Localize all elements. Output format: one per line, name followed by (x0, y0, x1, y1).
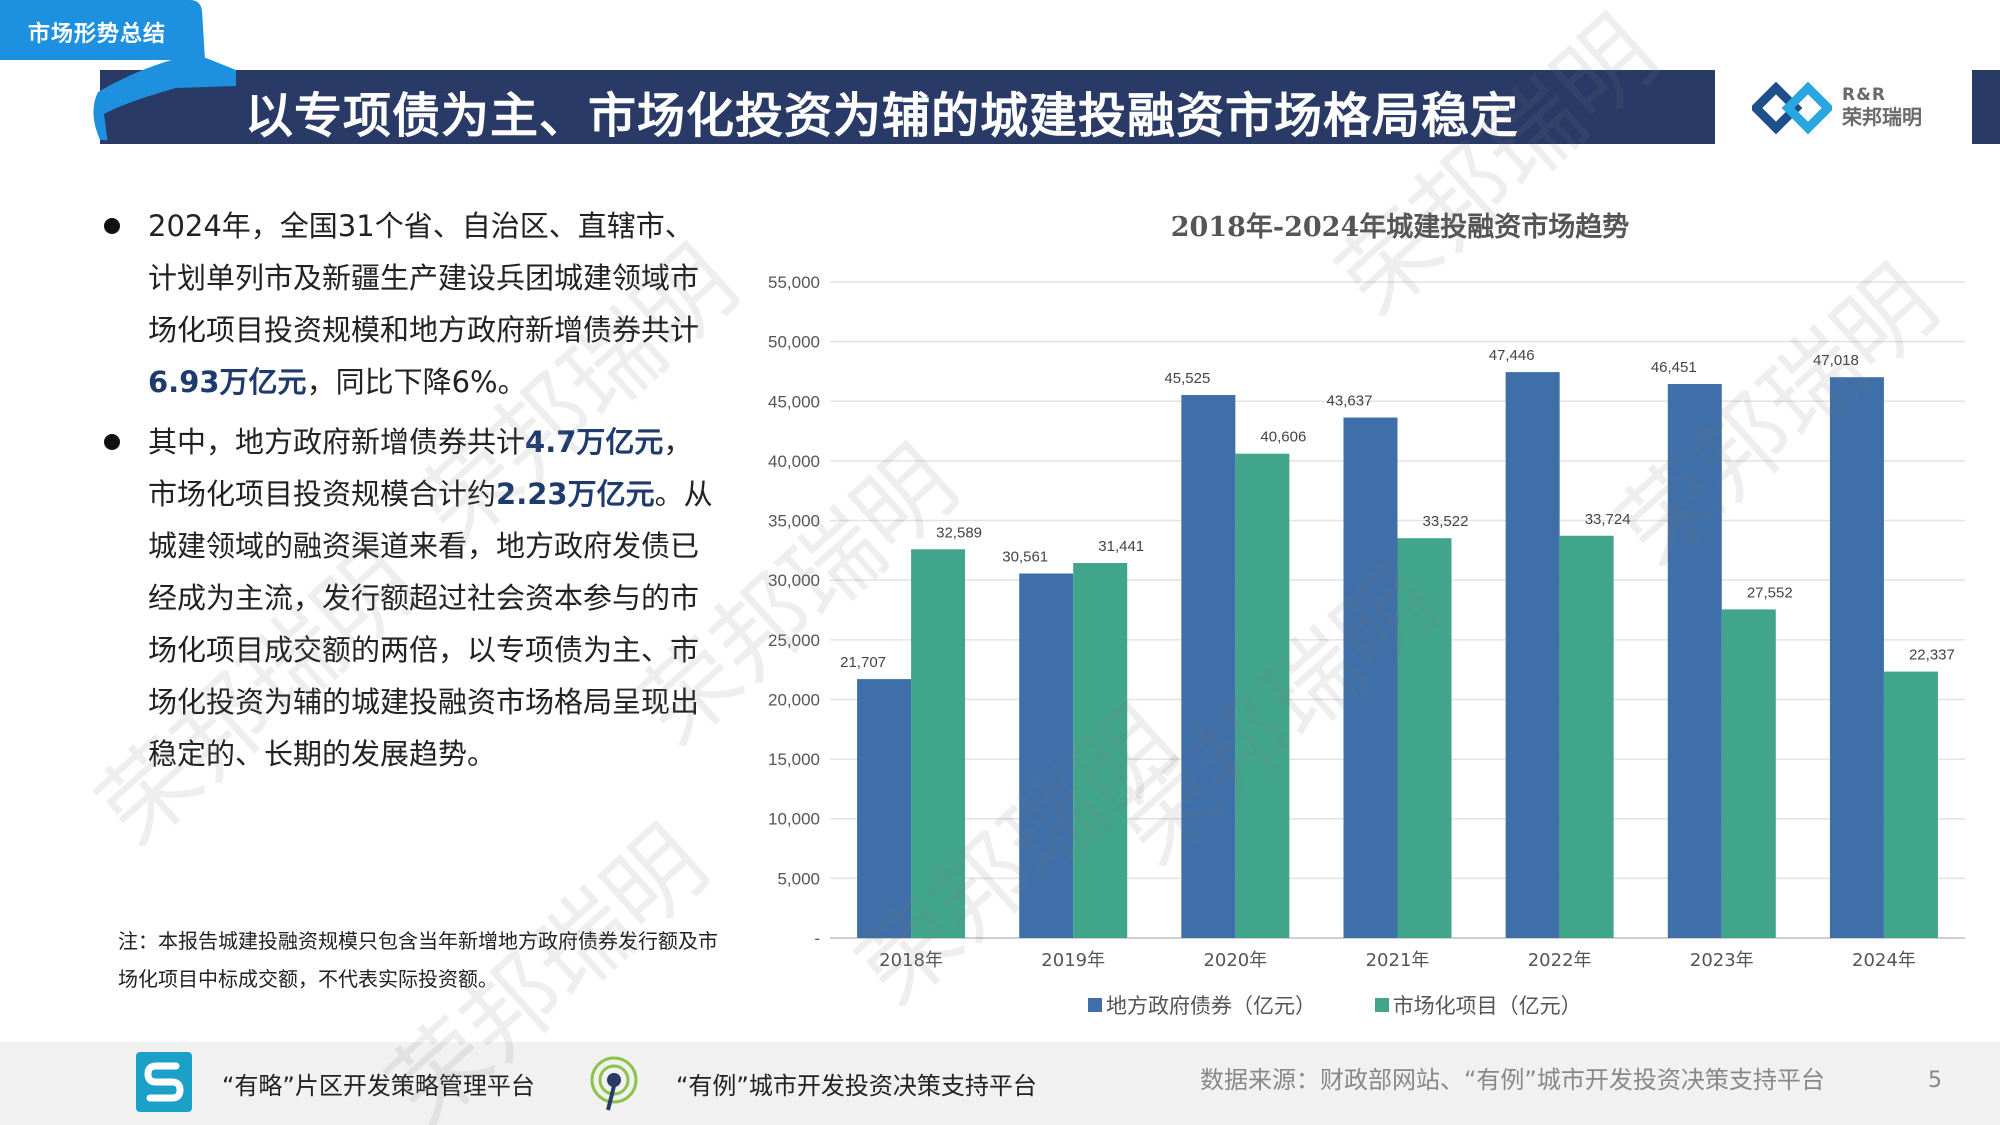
bullet-2-highlight-2: 2.23万亿元 (496, 477, 655, 511)
bar-bonds (1667, 383, 1722, 938)
logo-line2: 荣邦瑞明 (1842, 105, 1922, 129)
y-tick-label: - (814, 929, 820, 948)
bar-market (1883, 671, 1938, 938)
data-label: 40,606 (1260, 429, 1306, 446)
data-label: 43,637 (1327, 393, 1373, 410)
bar-bonds (1343, 417, 1398, 938)
legend-label-market: 市场化项目（亿元） (1392, 994, 1582, 1018)
y-tick-label: 30,000 (768, 571, 820, 590)
y-tick-label: 55,000 (768, 273, 820, 292)
title-banner (100, 70, 1715, 144)
chart-legend: 地方政府债券（亿元） 市场化项目（亿元） (1088, 990, 1634, 1020)
data-label: 30,561 (1002, 548, 1048, 565)
title-accent-shape (93, 54, 236, 144)
bar-market (1235, 453, 1290, 938)
x-tick-label: 2021年 (1366, 950, 1430, 971)
bullet-dot (104, 434, 120, 450)
bar-bonds (1505, 372, 1560, 938)
bar-market (1397, 538, 1452, 938)
bar-chart: - 5,000 10,000 15,000 20,000 25,000 30,000 35,0… (768, 273, 1965, 971)
footer-bar (0, 1042, 2000, 1125)
logo-text: R&R 荣邦瑞明 (1842, 84, 1922, 128)
bullet-1-tail: ，同比下降6%。 (306, 365, 527, 399)
bullet-2-mid: ，市场化项目投资规模合计约 (148, 425, 693, 511)
data-label: 31,441 (1098, 538, 1144, 555)
bullet-1-text: 2024年，全国31个省、自治区、直辖市、计划单列市及新疆生产建设兵团城建领域市… (148, 209, 700, 347)
bullet-2-tail: 。从城建领域的融资渠道来看，地方政府发债已经成为主流，发行额超过社会资本参与的市… (148, 477, 713, 771)
bar-bonds (1181, 395, 1236, 938)
bar-market (1559, 535, 1614, 938)
bullet-2-text: 其中，地方政府新增债券共计 (148, 425, 526, 459)
youli-platform-icon (590, 1056, 638, 1111)
bullet-2-highlight-1: 4.7万亿元 (525, 425, 664, 459)
x-tick-label: 2019年 (1041, 950, 1105, 971)
company-logo (1752, 81, 1832, 135)
data-label: 27,552 (1747, 584, 1793, 601)
legend-label-bonds: 地方政府债券（亿元） (1106, 994, 1316, 1018)
data-label: 33,724 (1585, 511, 1631, 528)
page-number: 5 (1928, 1068, 1942, 1093)
section-tag-shape (0, 0, 205, 60)
data-label: 32,589 (936, 524, 982, 541)
logo-line1: R&R (1842, 85, 1887, 105)
data-source: 数据来源：财政部网站、“有例”城市开发投资决策支持平台 (1200, 1066, 1825, 1094)
footer-platform-1: “有略”片区开发策略管理平台 (222, 1072, 535, 1100)
bullet-list: 2024年，全国31个省、自治区、直辖市、计划单列市及新疆生产建设兵团城建领域市… (100, 200, 720, 788)
legend-swatch-market (1374, 998, 1389, 1012)
legend-item-bonds: 地方政府债券（亿元） (1088, 990, 1316, 1020)
data-label: 46,451 (1651, 359, 1697, 376)
bullet-item-2: 其中，地方政府新增债券共计4.7万亿元，市场化项目投资规模合计约2.23万亿元。… (100, 416, 720, 780)
bar-market (1073, 562, 1128, 938)
data-label: 45,525 (1164, 370, 1210, 387)
footer-platform-2: “有例”城市开发投资决策支持平台 (676, 1072, 1037, 1100)
data-label: 33,522 (1423, 513, 1469, 530)
x-tick-label: 2022年 (1528, 950, 1592, 971)
legend-item-market: 市场化项目（亿元） (1374, 990, 1582, 1020)
y-tick-label: 50,000 (768, 333, 820, 352)
bar-market (1721, 609, 1776, 938)
y-tick-label: 5,000 (777, 869, 820, 888)
x-tick-label: 2023年 (1690, 950, 1754, 971)
y-tick-label: 20,000 (768, 690, 820, 709)
y-tick-label: 10,000 (768, 810, 820, 829)
page-title: 以专项债为主、市场化投资为辅的城建投融资市场格局稳定 (245, 88, 1520, 144)
data-label: 47,018 (1813, 352, 1859, 369)
data-label: 47,446 (1489, 347, 1535, 364)
bar-bonds (857, 679, 912, 938)
youlue-platform-icon (136, 1052, 192, 1112)
y-tick-label: 45,000 (768, 392, 820, 411)
bar-bonds (1019, 573, 1074, 938)
data-label: 22,337 (1909, 647, 1955, 664)
legend-swatch-bonds (1088, 998, 1102, 1012)
y-tick-label: 40,000 (768, 452, 820, 471)
x-tick-label: 2020年 (1203, 950, 1267, 971)
x-tick-label: 2018年 (879, 950, 943, 971)
y-tick-label: 35,000 (768, 512, 820, 531)
y-tick-label: 25,000 (768, 631, 820, 650)
bar-bonds (1829, 377, 1884, 938)
bullet-dot (104, 218, 120, 234)
title-right-bar (1972, 70, 2000, 144)
footnote: 注：本报告城建投融资规模只包含当年新增地方政府债券发行额及市场化项目中标成交额，… (118, 929, 718, 991)
x-tick-label: 2024年 (1852, 950, 1916, 971)
bullet-1-highlight: 6.93万亿元 (148, 365, 307, 399)
section-tag: 市场形势总结 (28, 22, 167, 47)
data-label: 21,707 (840, 654, 886, 671)
bullet-item-1: 2024年，全国31个省、自治区、直辖市、计划单列市及新疆生产建设兵团城建领域市… (100, 200, 720, 408)
bar-market (911, 549, 966, 938)
chart-title: 2018年-2024年城建投融资市场趋势 (1170, 212, 1630, 243)
y-tick-label: 15,000 (768, 750, 820, 769)
